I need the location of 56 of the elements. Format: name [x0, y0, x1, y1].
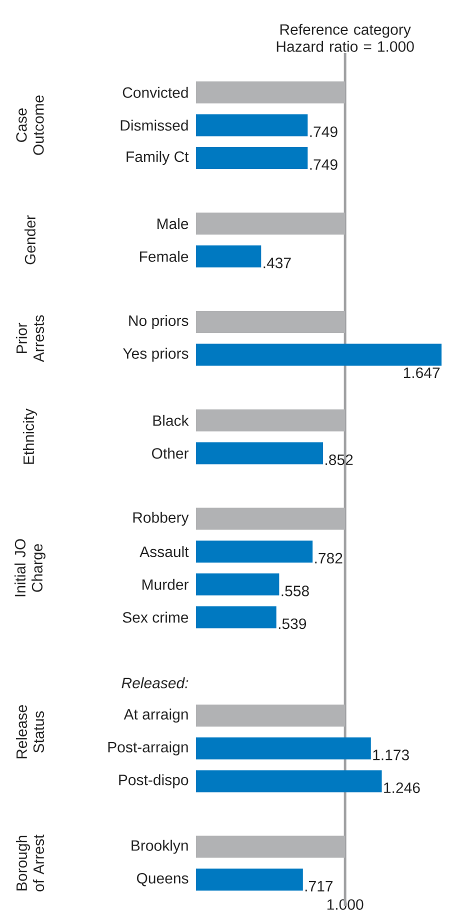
text: Case Outcome — [16, 95, 44, 155]
y-tick-label: Queens — [136, 872, 188, 886]
y-tick-label: Post-arraign — [108, 741, 188, 756]
bar — [196, 540, 313, 563]
y-tick-label: Assault — [140, 546, 189, 558]
data-label: 1.173 — [373, 750, 409, 760]
data-label: 1.246 — [384, 782, 420, 794]
y-tick-label: At arraign — [124, 708, 188, 723]
bar — [196, 442, 324, 464]
y-tick-label: Robbery — [133, 512, 189, 526]
bar — [196, 311, 346, 333]
y-tick-label: Dismissed — [120, 120, 188, 131]
y-tick-label: Released: — [122, 677, 188, 688]
bar — [196, 409, 346, 432]
bar — [196, 212, 346, 235]
y-tick-label: No priors — [129, 315, 188, 329]
y-tick-label: Post-dispo — [119, 774, 188, 788]
y-tick-label: Female — [140, 250, 188, 262]
y-tick-label: Convicted — [122, 86, 188, 98]
y-tick-label: Sex crime — [122, 612, 188, 623]
y-tick-label: Brooklyn — [132, 840, 188, 854]
bar — [196, 508, 346, 530]
data-label: .437 — [264, 258, 291, 268]
text: Initial JO Charge — [14, 539, 46, 596]
data-label: .539 — [278, 618, 306, 630]
data-label: .782 — [315, 552, 342, 564]
data-label: 1.647 — [404, 367, 440, 378]
bar — [196, 836, 346, 858]
text: Prior Arrests — [16, 315, 44, 362]
ref-line-label: Reference category Hazard ratio = 1.000 — [276, 24, 414, 52]
y-tick-label: Murder — [142, 578, 189, 590]
bar — [196, 147, 308, 169]
y-tick-label: Male — [158, 218, 188, 230]
bar — [196, 81, 346, 104]
data-label: .558 — [282, 586, 309, 596]
data-label: .852 — [326, 454, 353, 466]
bar — [196, 868, 303, 891]
y-tick-label: Family Ct — [126, 151, 189, 165]
bar — [196, 704, 346, 727]
bar — [196, 737, 371, 760]
data-label: .717 — [305, 881, 333, 892]
y-tick-label: Yes priors — [122, 348, 188, 362]
bar — [196, 573, 280, 596]
data-label: .749 — [310, 126, 338, 138]
bar — [196, 770, 382, 792]
bar — [196, 114, 308, 136]
y-tick-label: Black — [153, 414, 189, 426]
bar — [196, 344, 442, 366]
data-label: .749 — [310, 159, 338, 170]
bar — [196, 606, 276, 628]
text: Ethnicity — [23, 408, 37, 464]
text: Release Status — [16, 705, 44, 758]
text: Gender — [24, 215, 36, 264]
y-tick-label: Other — [152, 448, 189, 459]
text: Borough of Arrest — [16, 834, 44, 892]
bar — [196, 245, 262, 268]
